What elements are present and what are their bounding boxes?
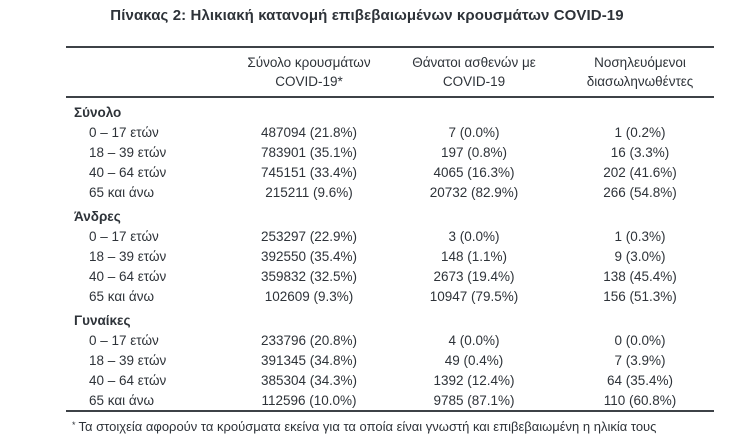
deaths-value: 4065 (16.3%): [433, 164, 515, 180]
intubated-value: 64 (35.4%): [606, 372, 674, 388]
intubated-value: 0 (0.0%): [614, 332, 666, 348]
deaths-value: 10947 (79.5%): [429, 288, 519, 304]
table-header-row: Σύνολο κρουσμάτων COVID-19* Θάνατοι ασθε…: [66, 48, 714, 98]
intubated-value: 7 (3.9%): [614, 352, 666, 368]
deaths-value: 1392 (12.4%): [433, 372, 515, 388]
cases-value: 385304 (34.3%): [260, 372, 358, 388]
header-deaths-line2: COVID-19: [442, 74, 506, 89]
deaths-value: 7 (0.0%): [448, 124, 500, 140]
intubated-value: 138 (45.4%): [603, 268, 677, 284]
age-label: 65 και άνω: [89, 184, 155, 200]
table-row: 18 – 39 ετών 392550 (35.4%) 148 (1.1%) 9…: [66, 246, 714, 266]
age-label: 40 – 64 ετών: [89, 268, 167, 284]
footnote-asterisk: *: [72, 420, 76, 430]
group-header-men: Άνδρες: [66, 202, 714, 226]
table-row: 40 – 64 ετών 385304 (34.3%) 1392 (12.4%)…: [66, 370, 714, 390]
intubated-value: 1 (0.3%): [614, 228, 666, 244]
age-label: 18 – 39 ετών: [89, 144, 167, 160]
header-total-cases: Σύνολο κρουσμάτων COVID-19*: [236, 53, 382, 91]
header-deaths-line1: Θάνατοι ασθενών με: [412, 55, 536, 70]
covid-age-distribution-table: Σύνολο κρουσμάτων COVID-19* Θάνατοι ασθε…: [66, 46, 714, 412]
header-total-cases-line1: Σύνολο κρουσμάτων: [247, 55, 371, 70]
deaths-value: 148 (1.1%): [440, 248, 508, 264]
table-footnote: * Τα στοιχεία αφορούν τα κρούσματα εκείνα…: [72, 418, 722, 435]
cases-value: 112596 (10.0%): [261, 392, 357, 408]
header-intubated-line2: διασωληνωθέντες: [586, 74, 694, 89]
cases-value: 233796 (20.8%): [260, 332, 358, 348]
deaths-value: 49 (0.4%): [444, 352, 504, 368]
table-row: 65 και άνω 112596 (10.0%) 9785 (87.1%) 1…: [66, 390, 714, 410]
intubated-value: 9 (3.0%): [614, 248, 666, 264]
deaths-value: 2673 (19.4%): [433, 268, 515, 284]
age-label: 40 – 64 ετών: [89, 164, 167, 180]
header-deaths: Θάνατοι ασθενών με COVID-19: [382, 53, 566, 91]
cases-value: 391345 (34.8%): [260, 352, 358, 368]
group-label-men: Άνδρες: [74, 209, 121, 224]
table-row: 40 – 64 ετών 745151 (33.4%) 4065 (16.3%)…: [66, 162, 714, 182]
cases-value: 783901 (35.1%): [260, 144, 358, 160]
age-label: 65 και άνω: [89, 392, 155, 408]
group-label-total: Σύνολο: [74, 105, 122, 120]
header-intubated: Νοσηλευόμενοι διασωληνωθέντες: [566, 53, 714, 91]
intubated-value: 156 (51.3%): [603, 288, 677, 304]
header-intubated-line1: Νοσηλευόμενοι: [594, 55, 686, 70]
table-row: 65 και άνω 102609 (9.3%) 10947 (79.5%) 1…: [66, 286, 714, 306]
header-total-cases-line2: COVID-19*: [275, 74, 343, 89]
cases-value: 359832 (32.5%): [260, 268, 358, 284]
table-row: 40 – 64 ετών 359832 (32.5%) 2673 (19.4%)…: [66, 266, 714, 286]
deaths-value: 9785 (87.1%): [433, 392, 515, 408]
age-label: 0 – 17 ετών: [89, 228, 159, 244]
age-label: 18 – 39 ετών: [89, 248, 167, 264]
table-row: 18 – 39 ετών 783901 (35.1%) 197 (0.8%) 1…: [66, 142, 714, 162]
deaths-value: 4 (0.0%): [448, 332, 500, 348]
cases-value: 487094 (21.8%): [260, 124, 358, 140]
age-label: 0 – 17 ετών: [89, 332, 159, 348]
cases-value: 215211 (9.6%): [265, 184, 353, 200]
age-label: 18 – 39 ετών: [89, 352, 167, 368]
cases-value: 745151 (33.4%): [260, 164, 358, 180]
group-header-women: Γυναίκες: [66, 306, 714, 330]
group-label-women: Γυναίκες: [74, 313, 131, 328]
deaths-value: 20732 (82.9%): [429, 184, 519, 200]
table-row: 18 – 39 ετών 391345 (34.8%) 49 (0.4%) 7 …: [66, 350, 714, 370]
table-row: 0 – 17 ετών 487094 (21.8%) 7 (0.0%) 1 (0…: [66, 122, 714, 142]
intubated-value: 16 (3.3%): [610, 144, 670, 160]
table-title: Πίνακας 2: Ηλικιακή κατανομή επιβεβαιωμέ…: [110, 7, 624, 24]
intubated-value: 266 (54.8%): [603, 184, 677, 200]
age-label: 0 – 17 ετών: [89, 124, 159, 140]
table-row: 0 – 17 ετών 253297 (22.9%) 3 (0.0%) 1 (0…: [66, 226, 714, 246]
deaths-value: 3 (0.0%): [448, 228, 500, 244]
intubated-value: 110 (60.8%): [603, 392, 677, 408]
intubated-value: 1 (0.2%): [614, 124, 666, 140]
table-row: 0 – 17 ετών 233796 (20.8%) 4 (0.0%) 0 (0…: [66, 330, 714, 350]
deaths-value: 197 (0.8%): [440, 144, 508, 160]
cases-value: 392550 (35.4%): [260, 248, 358, 264]
intubated-value: 202 (41.6%): [603, 164, 677, 180]
cases-value: 102609 (9.3%): [264, 288, 354, 304]
cases-value: 253297 (22.9%): [260, 228, 358, 244]
age-label: 65 και άνω: [89, 288, 155, 304]
table-row: 65 και άνω 215211 (9.6%) 20732 (82.9%) 2…: [66, 182, 714, 202]
age-label: 40 – 64 ετών: [89, 372, 167, 388]
footnote-text: Τα στοιχεία αφορούν τα κρούσματα εκείνα …: [78, 419, 657, 434]
group-header-total: Σύνολο: [66, 98, 714, 122]
